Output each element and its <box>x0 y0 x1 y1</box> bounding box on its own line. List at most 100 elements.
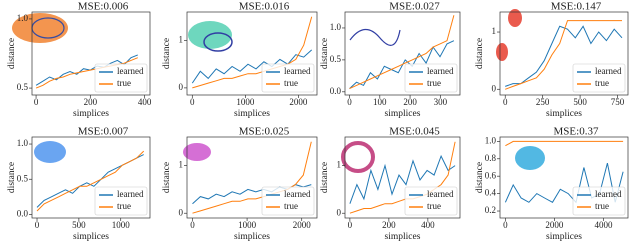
x-tick-label: 200 <box>382 220 396 230</box>
chart-title: MSE:0.007 <box>78 126 129 138</box>
x-axis-label: simplices <box>546 232 582 242</box>
plot-area <box>344 11 461 96</box>
plot-area <box>499 136 629 219</box>
y-axis-label: distance <box>162 38 172 69</box>
legend-label: true <box>427 201 441 211</box>
x-tick-label: 300 <box>434 97 448 107</box>
y-tick-label: 1.0 <box>330 22 342 32</box>
y-tick-label: 0 <box>179 207 184 217</box>
plot-area <box>499 11 629 96</box>
chart-title: MSE:0.045 <box>389 126 440 138</box>
legend-box <box>261 186 315 216</box>
legend-label: learned <box>117 66 144 76</box>
x-tick-label: 500 <box>72 220 86 230</box>
x-tick-label: 0 <box>347 97 352 107</box>
series-line <box>505 140 624 147</box>
x-tick-label: 750 <box>611 97 625 107</box>
mesh-inset <box>515 146 545 170</box>
legend-label: true <box>117 78 131 88</box>
y-tick-label: 0 <box>492 83 497 93</box>
series-line <box>504 162 624 204</box>
y-tick-label: 1.0 <box>17 138 29 148</box>
y-tick-label: 0.6 <box>485 170 497 180</box>
x-tick-label: 0 <box>34 97 39 107</box>
y-axis-label: distance <box>320 162 330 193</box>
y-tick-label: 1 <box>492 26 497 36</box>
y-tick-label: 0.5 <box>330 54 342 64</box>
series-line <box>349 40 455 89</box>
mesh-inset <box>496 43 508 61</box>
chart-title: MSE:0.025 <box>239 126 290 138</box>
legend-label: learned <box>427 189 454 199</box>
legend-label: learned <box>284 189 311 199</box>
x-tick-label: 4000 <box>594 220 613 230</box>
mesh-inset <box>183 143 211 161</box>
x-tick-label: 0 <box>35 220 40 230</box>
legend-label: learned <box>427 66 454 76</box>
legend-label: true <box>284 201 298 211</box>
x-axis-label: simplices <box>385 232 421 242</box>
series-line <box>505 20 622 90</box>
x-tick-label: 400 <box>421 220 435 230</box>
y-axis-label: distance <box>475 162 485 193</box>
x-tick-label: 2000 <box>289 97 308 107</box>
mesh-inset <box>34 141 66 163</box>
y-tick-label: 1 <box>337 160 342 170</box>
legend-label: true <box>427 78 441 88</box>
x-tick-label: 250 <box>536 97 550 107</box>
series-line <box>36 150 145 212</box>
x-tick-label: 1000 <box>238 220 257 230</box>
y-tick-label: 0.2 <box>485 205 496 215</box>
plot-area <box>344 136 461 219</box>
y-tick-label: 0 <box>337 207 342 217</box>
chart-title: MSE:0.147 <box>551 1 602 13</box>
legend-label: true <box>117 201 131 211</box>
y-axis-label: distance <box>475 38 485 69</box>
x-tick-label: 1000 <box>236 97 255 107</box>
x-tick-label: 0 <box>503 220 508 230</box>
chart-title: MSE:0.016 <box>239 1 290 13</box>
x-tick-label: 0 <box>348 220 353 230</box>
x-axis-label: simplices <box>73 232 109 242</box>
plot-area <box>186 136 318 219</box>
legend-label: learned <box>595 189 622 199</box>
x-tick-label: 1000 <box>112 220 131 230</box>
y-axis-label: distance <box>7 162 17 193</box>
legend-box <box>261 63 315 93</box>
legend-label: learned <box>595 66 622 76</box>
y-tick-label: 0 <box>179 82 184 92</box>
series-line <box>35 54 138 86</box>
legend-label: true <box>595 78 609 88</box>
x-tick-label: 2000 <box>293 220 312 230</box>
y-tick-label: 0.8 <box>485 153 497 163</box>
y-tick-label: 1 <box>179 35 184 45</box>
x-tick-label: 2000 <box>545 220 564 230</box>
y-tick-label: 0.0 <box>330 86 342 96</box>
x-axis-label: simplices <box>385 109 421 119</box>
y-axis-label: distance <box>162 162 172 193</box>
plot-area <box>31 136 151 219</box>
x-axis-label: simplices <box>73 109 109 119</box>
legend-label: learned <box>284 66 311 76</box>
legend-box <box>404 186 458 216</box>
chart-title: MSE:0.37 <box>554 126 599 138</box>
y-tick-label: 0.5 <box>17 82 29 92</box>
plot-area <box>186 11 318 96</box>
x-tick-label: 500 <box>573 97 587 107</box>
legend-box <box>94 186 148 216</box>
y-tick-label: 0.5 <box>17 173 29 183</box>
plot-area <box>31 11 151 96</box>
mesh-inset <box>12 13 68 43</box>
x-tick-label: 0 <box>190 97 195 107</box>
mesh-inset <box>341 141 375 173</box>
y-tick-label: 1.0 <box>17 13 29 23</box>
legend-box <box>572 63 626 93</box>
y-tick-label: 1.0 <box>485 135 497 145</box>
x-tick-label: 200 <box>84 97 98 107</box>
series-line <box>192 16 313 89</box>
y-axis-label: distance <box>320 38 330 69</box>
mesh-inset <box>349 28 401 46</box>
series-line <box>349 154 456 204</box>
legend-box <box>404 63 458 93</box>
